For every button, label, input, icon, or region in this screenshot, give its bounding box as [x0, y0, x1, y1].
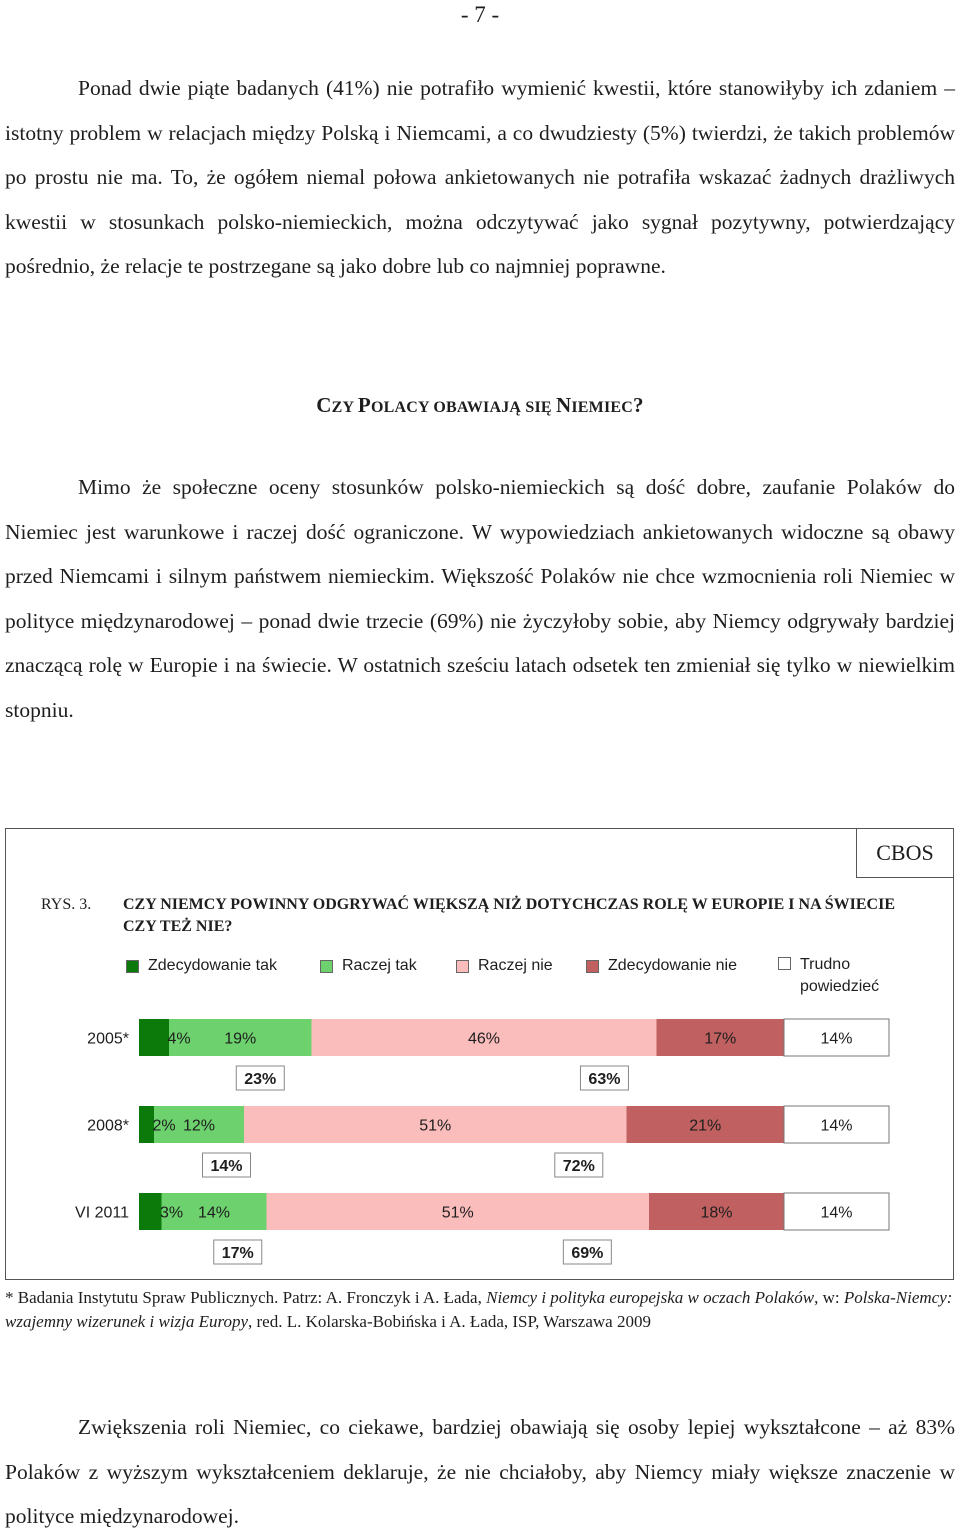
category-label: VI 2011: [75, 1205, 129, 1222]
category-label: 2008*: [87, 1118, 129, 1135]
bar-segment: [266, 1193, 649, 1230]
data-label: 18%: [700, 1205, 732, 1222]
data-label: 19%: [224, 1031, 256, 1048]
bar-segment: [649, 1193, 784, 1230]
legend-item-zdecydowanie-tak: Zdecydowanie tak: [126, 957, 277, 975]
paragraph-education: Zwiększenia roli Niemiec, co ciekawe, ba…: [5, 1405, 955, 1539]
total-yes-box: [213, 1239, 263, 1265]
data-label: 51%: [442, 1205, 474, 1222]
paragraph-fears-text: Mimo że społeczne oceny stosunków polsko…: [5, 475, 955, 722]
bar-segment: [169, 1019, 312, 1056]
figure-label: RYS. 3.: [41, 896, 92, 913]
bar-segment: [139, 1106, 154, 1143]
category-label: 2005*: [87, 1031, 129, 1048]
legend-label: Zdecydowanie tak: [148, 957, 277, 974]
bar-segment: [783, 1105, 890, 1144]
legend-swatch: [126, 960, 139, 973]
bar-segment: [656, 1019, 784, 1056]
page-number: - 7 -: [460, 2, 500, 27]
figure-title: CZY NIEMCY POWINNY ODGRYWAĆ WIĘKSZĄ NIŻ …: [123, 896, 896, 935]
total-no-label: 72%: [563, 1158, 595, 1175]
paragraph-intro-text: Ponad dwie piąte badanych (41%) nie potr…: [5, 76, 955, 278]
data-label: 17%: [704, 1031, 736, 1048]
stacked-bar-chart: 2005* 4% 19% 46% 17% 14% 23% 63% 2008* 2% 12% 51% 21…: [75, 1018, 890, 1265]
source-label: CBOS: [856, 828, 954, 878]
legend-swatch: [456, 960, 469, 973]
bar-segment: [154, 1106, 244, 1143]
bar-segment: [311, 1019, 657, 1056]
data-label: 46%: [468, 1031, 500, 1048]
total-yes-label: 23%: [244, 1071, 276, 1088]
bar-segment: [139, 1019, 169, 1056]
paragraph-fears: Mimo że społeczne oceny stosunków polsko…: [5, 465, 955, 732]
legend-swatch: [320, 960, 333, 973]
bar-segment: [244, 1106, 627, 1143]
legend-label: Zdecydowanie nie: [608, 957, 737, 974]
footnote: * Badania Instytutu Spraw Publicznych. P…: [5, 1288, 953, 1331]
total-no-label: 63%: [588, 1071, 620, 1088]
total-no-box: [554, 1152, 604, 1178]
total-no-label: 69%: [571, 1245, 603, 1262]
data-label: 3%: [160, 1205, 183, 1222]
bar-segment: [626, 1106, 784, 1143]
total-yes-label: 14%: [210, 1158, 242, 1175]
legend-swatch: [586, 960, 599, 973]
legend-label: Trudno powiedzieć: [800, 956, 880, 995]
legend-swatch: [778, 957, 791, 970]
data-label: 14%: [198, 1205, 230, 1222]
data-label: 14%: [820, 1118, 852, 1135]
data-label: 12%: [183, 1118, 215, 1135]
bar-segment: [161, 1193, 267, 1230]
data-label: 14%: [820, 1205, 852, 1222]
paragraph-intro: Ponad dwie piąte badanych (41%) nie potr…: [5, 66, 955, 289]
data-label: 21%: [689, 1118, 721, 1135]
data-label: 14%: [820, 1031, 852, 1048]
total-no-box: [579, 1065, 629, 1091]
legend-item-zdecydowanie-nie: Zdecydowanie nie: [586, 957, 737, 975]
legend-label: Raczej nie: [478, 957, 553, 974]
total-yes-box: [202, 1152, 251, 1178]
legend-label: Raczej tak: [342, 957, 417, 974]
total-yes-box: [235, 1065, 285, 1091]
bar-segment: [783, 1018, 890, 1057]
total-yes-label: 17%: [222, 1245, 254, 1262]
bar-segment: [783, 1192, 890, 1231]
section-heading: CZY POLACY OBAWIAJĄ SIĘ NIEMIEC?: [316, 393, 644, 417]
data-label: 4%: [167, 1031, 190, 1048]
legend-item-raczej-tak: Raczej tak: [320, 957, 417, 975]
figure-box: CBOS RYS. 3. CZY NIEMCY POWINNY ODGRYWAĆ…: [5, 828, 954, 1280]
paragraph-education-text: Zwiększenia roli Niemiec, co ciekawe, ba…: [5, 1415, 955, 1528]
bar-segment: [139, 1193, 162, 1230]
data-label: 51%: [419, 1118, 451, 1135]
legend-item-raczej-nie: Raczej nie: [456, 957, 553, 975]
legend-item-trudno-powiedziec: Trudno powiedzieć: [778, 954, 879, 998]
total-no-box: [562, 1239, 612, 1265]
data-label: 2%: [152, 1118, 175, 1135]
